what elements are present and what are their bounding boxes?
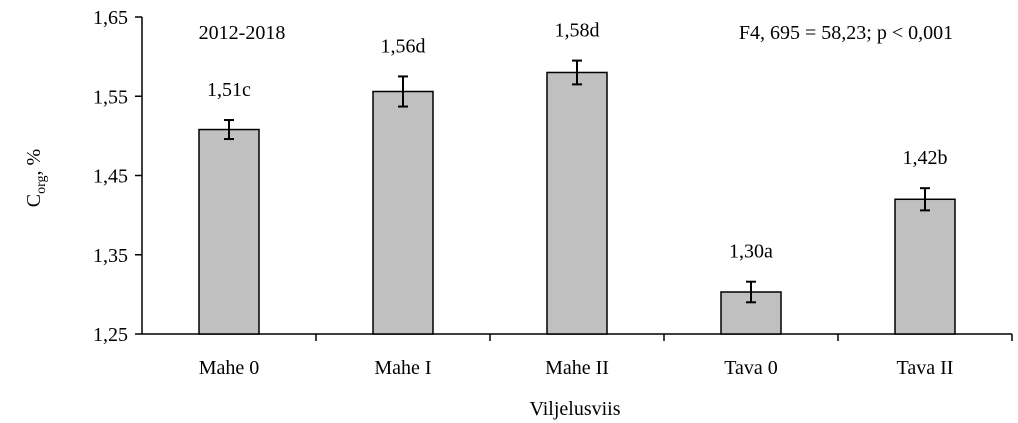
y-tick-label: 1,65 [93, 7, 128, 29]
bar [547, 72, 607, 334]
x-axis-label: Viljelusviis [529, 398, 620, 420]
bar [895, 199, 955, 334]
data-label: 1,42b [903, 147, 948, 169]
data-label: 1,58d [555, 20, 600, 42]
y-axis-label-sub: org [34, 175, 49, 193]
y-axis-label: Corg, % [23, 149, 49, 207]
bars: 1,51c Mahe 0 1,56d Mahe I 1,58d Mahe II 1,30a T… [199, 20, 955, 379]
x-tick-label: Tava 0 [724, 357, 778, 379]
y-tick-label: 1,35 [93, 245, 128, 267]
y-tick-label: 1,45 [93, 166, 128, 188]
data-label: 1,30a [729, 241, 773, 263]
bar [373, 91, 433, 334]
bar [199, 130, 259, 334]
x-tick-label: Tava II [897, 357, 954, 379]
stats-label: F4, 695 = 58,23; p < 0,001 [739, 22, 953, 44]
data-label: 1,56d [381, 35, 426, 57]
data-label: 1,51c [207, 79, 251, 101]
x-tick-label: Mahe I [374, 357, 431, 379]
y-axis-label-unit: , % [23, 149, 45, 176]
period-label: 2012-2018 [199, 22, 286, 44]
y-axis-label-main: C [23, 194, 45, 207]
y-tick-label: 1,55 [93, 86, 128, 108]
y-tick-label: 1,25 [93, 324, 128, 346]
x-tick-label: Mahe 0 [199, 357, 260, 379]
x-tick-label: Mahe II [545, 357, 609, 379]
